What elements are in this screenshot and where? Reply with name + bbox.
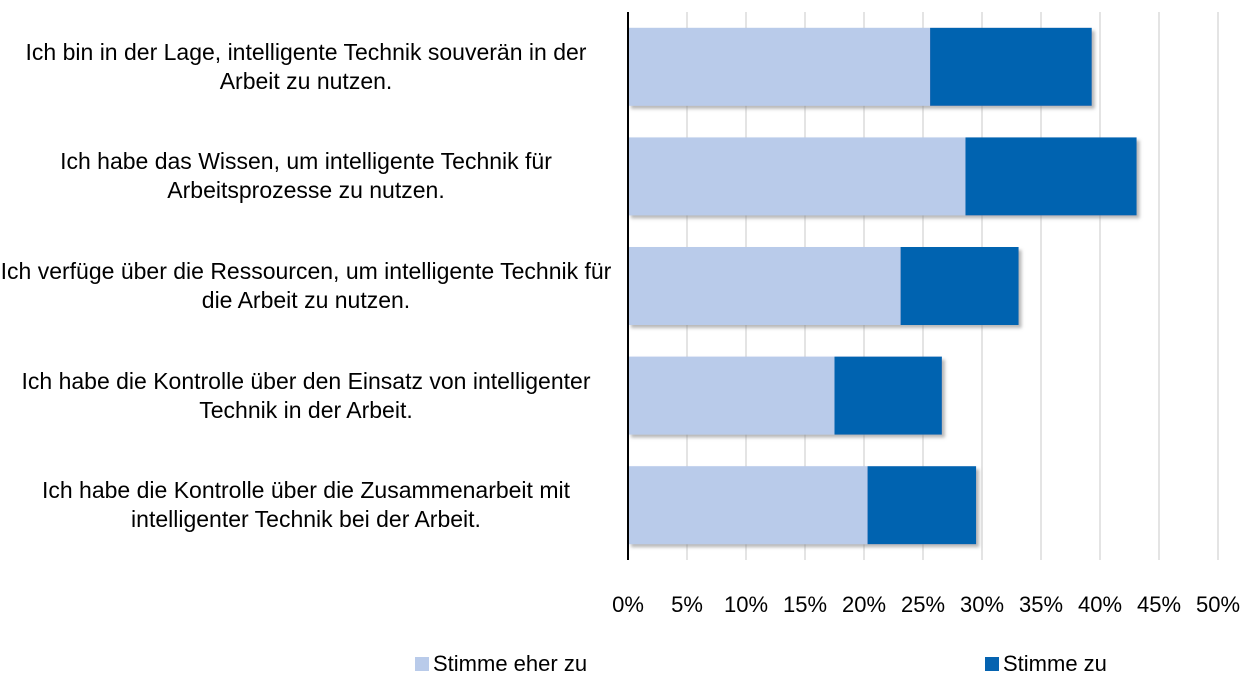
- bar-segment: [628, 466, 868, 545]
- category-label: Ich habe die Kontrolle über die Zusammen…: [41, 477, 570, 533]
- x-tick-label: 20%: [842, 592, 886, 617]
- bar-group: [628, 137, 1137, 216]
- bar-segment: [628, 137, 966, 216]
- x-tick-label: 35%: [1019, 592, 1063, 617]
- legend-label: Stimme eher zu: [433, 651, 587, 676]
- bar-group: [628, 466, 977, 545]
- bar-segment: [867, 466, 977, 545]
- bar-segment: [900, 247, 1019, 325]
- category-label: Ich bin in der Lage, intelligente Techni…: [25, 38, 587, 94]
- bar-group: [628, 247, 1019, 325]
- x-tick-label: 25%: [901, 592, 945, 617]
- category-label: Ich habe die Kontrolle über den Einsatz …: [21, 367, 591, 423]
- x-tick-label: 50%: [1196, 592, 1240, 617]
- bar-group: [628, 356, 942, 435]
- bar-segment: [628, 356, 835, 435]
- x-tick-label: 30%: [960, 592, 1004, 617]
- bar-segment: [628, 27, 931, 106]
- legend-swatch: [985, 657, 999, 671]
- x-tick-label: 45%: [1137, 592, 1181, 617]
- x-tick-label: 15%: [783, 592, 827, 617]
- bar-segment: [930, 27, 1092, 106]
- bar-segment: [628, 247, 901, 325]
- bar-group: [628, 27, 1092, 106]
- x-tick-label: 5%: [671, 592, 703, 617]
- legend-label: Stimme zu: [1003, 651, 1107, 676]
- bar-segment: [834, 356, 942, 435]
- legend-swatch: [415, 657, 429, 671]
- x-tick-label: 0%: [612, 592, 644, 617]
- category-label: Ich habe das Wissen, um intelligente Tec…: [60, 148, 552, 204]
- bar-segment: [965, 137, 1137, 216]
- category-label: Ich verfüge über die Ressourcen, um inte…: [0, 258, 612, 313]
- x-tick-label: 10%: [724, 592, 768, 617]
- x-tick-label: 40%: [1078, 592, 1122, 617]
